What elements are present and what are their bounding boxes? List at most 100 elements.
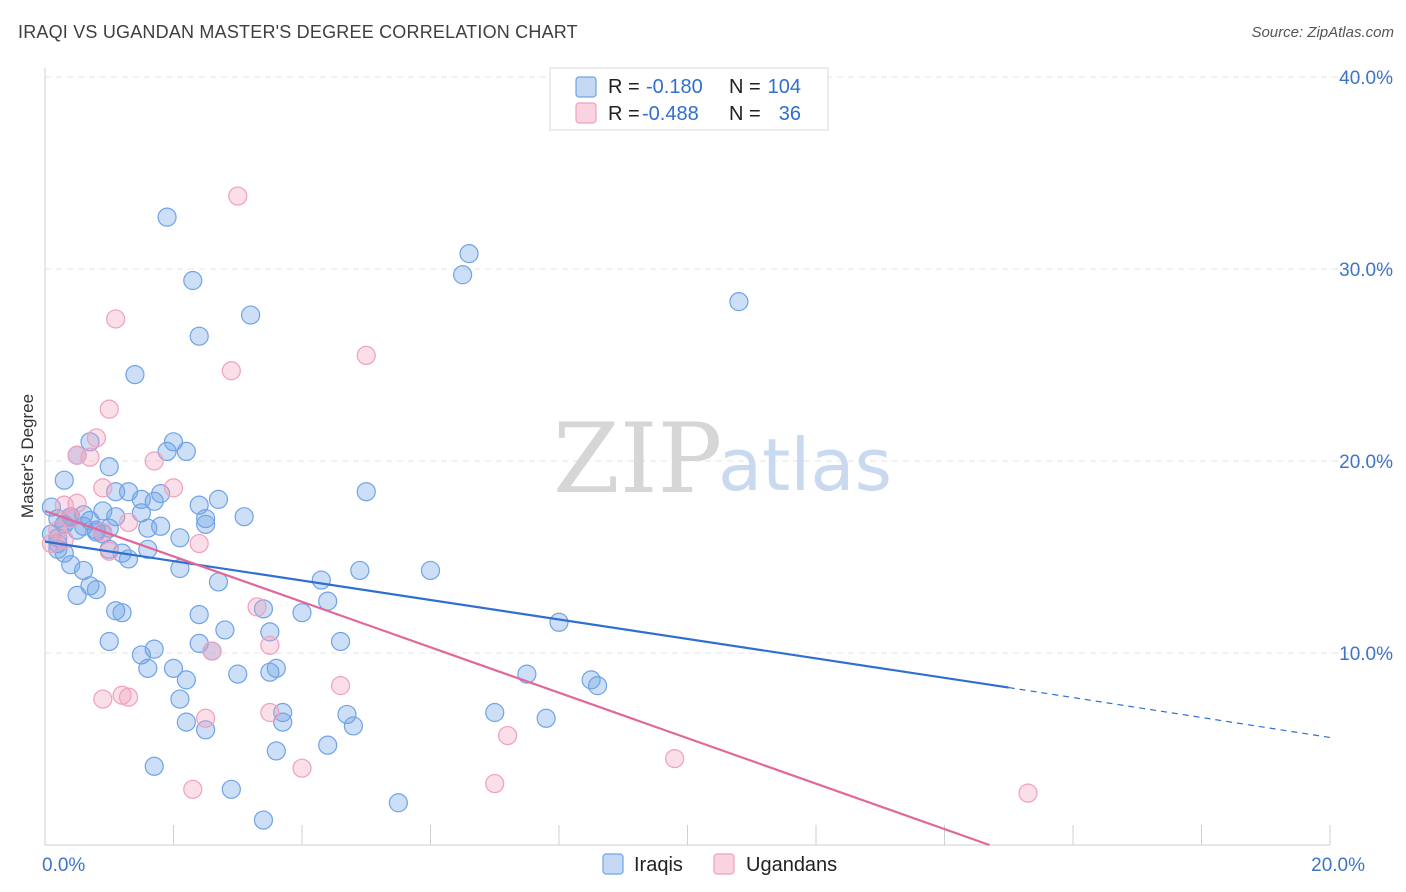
ugandan-point [356,345,376,365]
stats-legend: R = -0.180 N = 104 R = -0.488 N = 36 [549,67,829,131]
iraqi-point [54,470,74,490]
ugandan-point [183,779,203,799]
iraqi-point [67,585,87,606]
ugandan-point [163,478,184,498]
series-legend: Iraqis Ugandans [602,853,837,876]
iraqi-point [388,793,408,813]
iraqi-point [170,528,190,548]
iraqi-point [311,570,331,590]
iraqi-r-label: R = [608,76,640,98]
iraqi-point [157,441,177,461]
trend-lines [44,509,1331,847]
ugandan-point [1018,783,1038,803]
chart-title: IRAQI VS UGANDAN MASTER'S DEGREE CORRELA… [18,22,578,42]
y-tick-label: 20.0% [1339,452,1393,473]
legend-ugandans-swatch [713,853,735,875]
x-tick-label: 20.0% [1311,855,1365,876]
ugandan-point [93,478,113,498]
iraqi-point [273,712,293,732]
iraqi-point [330,631,351,652]
ugandan-point [228,186,248,206]
iraqi-point [151,516,171,536]
legend-ugandans-label: Ugandans [746,854,837,876]
iraqi-point [241,305,261,325]
iraqi-r-value: -0.180 [646,76,703,98]
legend-iraqis-swatch [602,853,624,875]
ugandan-swatch [575,102,597,124]
y-tick-label: 10.0% [1339,644,1393,665]
ugandan-n-value: 36 [779,103,801,125]
iraqi-point [292,603,312,623]
iraqi-point [189,495,209,515]
ugandan-point [80,447,100,467]
tick-labels: 10.0% 20.0% 30.0% 40.0% 0.0% 20.0% [42,68,1393,876]
y-tick-label: 30.0% [1339,260,1393,281]
iraqi-point [266,658,286,678]
iraqi-point [176,670,196,690]
ugandan-point [86,428,107,448]
iraqi-point [144,639,164,659]
iraqi-point [138,658,158,678]
iraqi-point [170,689,190,709]
iraqi-n-label: N = [729,76,761,98]
iraqi-point [208,489,229,509]
ugandan-r-label: R = [608,103,640,125]
iraqi-point [112,603,132,623]
iraqi-point [215,620,235,640]
iraqi-point [260,622,280,642]
ugandan-point [485,773,505,794]
iraqi-point [729,292,749,312]
iraqi-point [131,489,151,509]
iraqi-point [536,708,556,728]
ugandan-point [106,309,126,329]
iraqi-point [337,704,357,725]
y-tick-label: 40.0% [1339,68,1393,89]
iraqi-point [196,514,216,534]
chart-source: Source: ZipAtlas.com [1251,24,1394,41]
iraqi-point [318,735,338,755]
iraqi-point [125,365,145,385]
iraqi-point [189,604,209,625]
iraqi-point [144,756,164,776]
grid-lines [45,76,1392,654]
ugandan-point [118,512,139,533]
iraqi-point [176,712,196,732]
iraqi-point [549,612,569,632]
ugandan-point [196,708,216,728]
y-axis-title: Master's Degree [18,394,37,518]
ugandan-trend-line [44,509,990,847]
ugandan-point [665,748,685,769]
ugandan-point [260,702,280,723]
ugandan-n-label: N = [729,103,761,125]
iraqi-point [420,560,441,581]
iraqi-point [196,720,216,740]
iraqi-point [176,441,196,461]
ugandan-point [330,676,351,696]
iraqi-point [163,658,184,678]
iraqi-point [86,580,107,600]
ugandan-point [112,685,132,705]
iraqi-point [228,664,248,684]
watermark-zip: ZIP [553,403,722,515]
ugandan-point [189,533,209,554]
iraqi-point [485,702,505,723]
iraqi-point [221,779,241,799]
ugandan-point [144,451,164,471]
ugandan-point [202,641,222,661]
ugandan-point [247,597,267,617]
ugandan-point [292,758,312,778]
ugandan-point [93,689,113,709]
ugandan-point [67,493,87,513]
iraqi-point [266,741,286,761]
ugandan-point [498,725,518,746]
iraqi-trend-line [44,540,1009,689]
iraqi-point [189,326,209,346]
iraqi-point [163,432,184,452]
iraqi-point [234,507,254,527]
iraqi-point [587,676,608,696]
iraqi-swatch [575,76,597,98]
legend-iraqis-label: Iraqis [634,854,683,876]
watermark-atlas: atlas [718,423,892,507]
axes [44,68,1331,846]
